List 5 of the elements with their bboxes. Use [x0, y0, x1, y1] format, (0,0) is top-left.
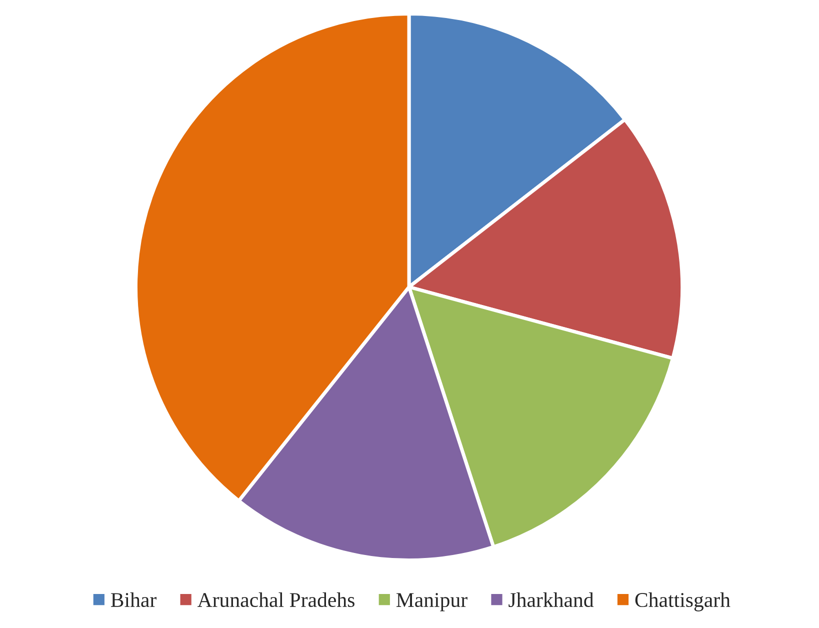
legend-label: Arunachal Pradehs: [197, 592, 354, 608]
legend-label: Jharkhand: [508, 592, 594, 608]
legend-label: Bihar: [110, 592, 156, 608]
legend-label: Chattisgarh: [635, 592, 730, 612]
legend-label: Manipur: [396, 593, 468, 612]
